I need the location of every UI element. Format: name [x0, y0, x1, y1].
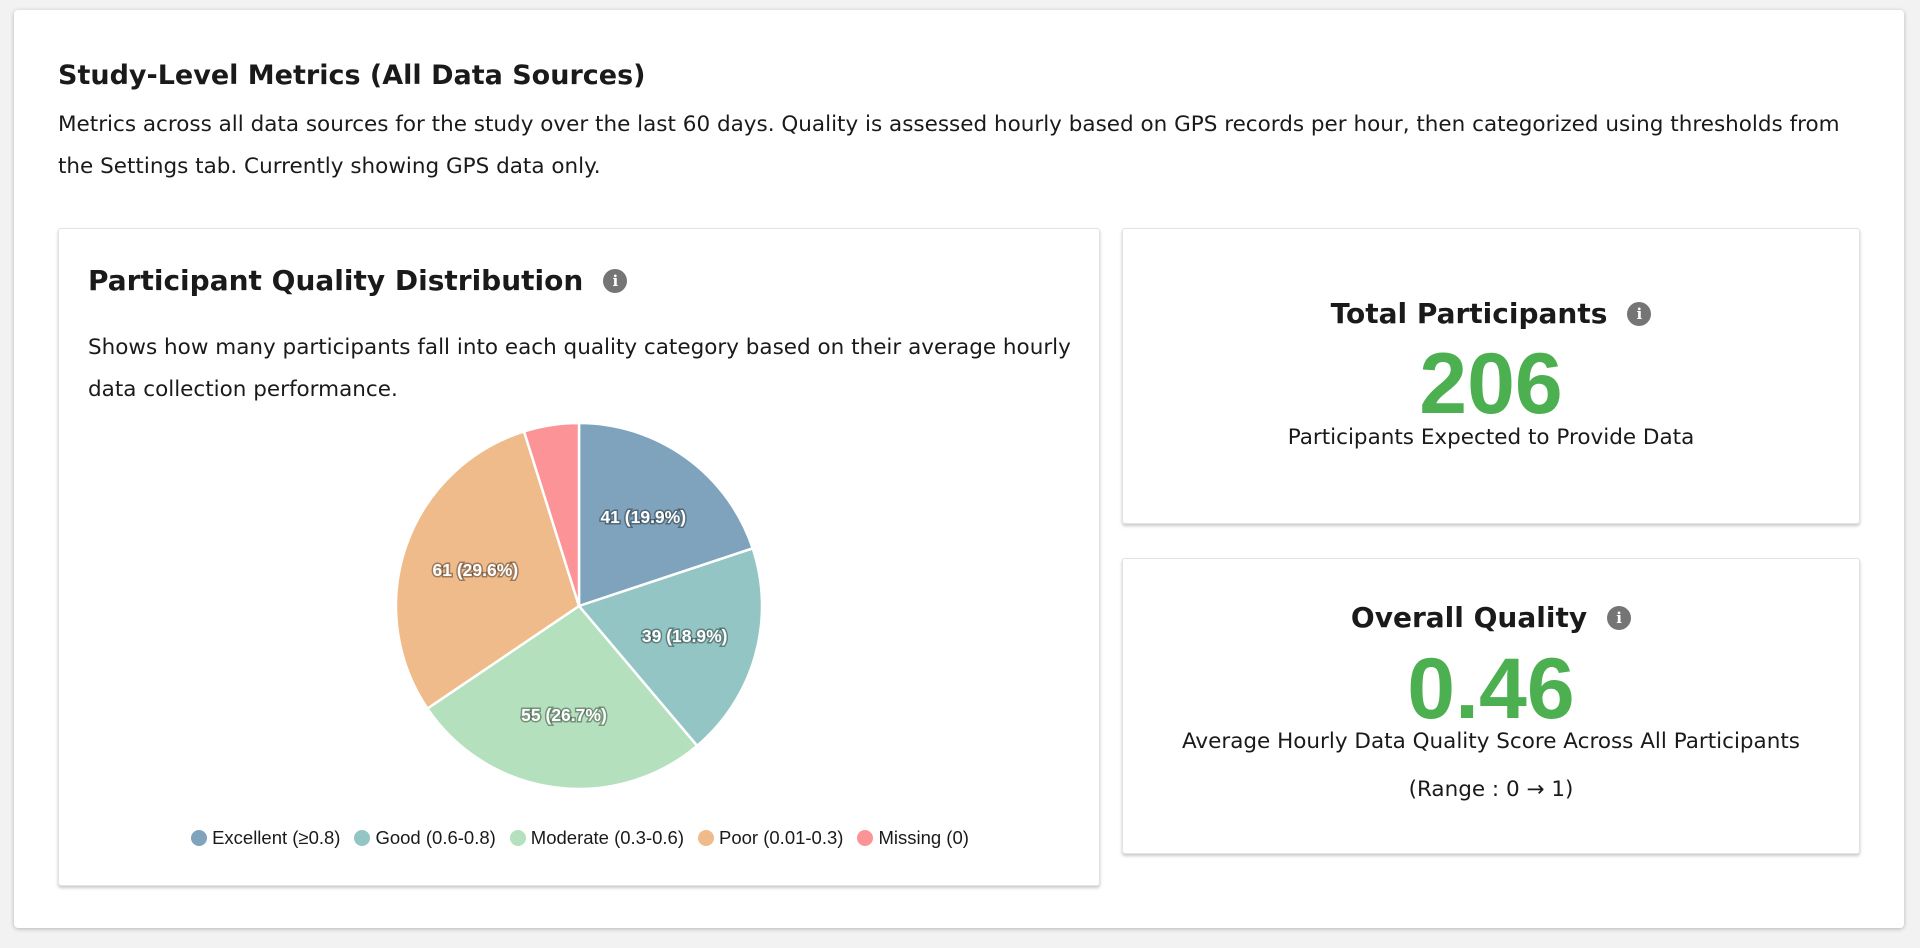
legend-swatch — [857, 830, 874, 846]
legend-swatch — [191, 830, 208, 846]
overall-quality-value: 0.46 — [1407, 641, 1575, 737]
pie-slice-label: 55 (26.7%) — [521, 705, 607, 725]
total-participants-label: Total Participants — [1330, 297, 1608, 330]
pie-slice-poor[interactable] — [394, 429, 581, 711]
legend-label: Good (0.6-0.8) — [375, 827, 496, 848]
legend-item[interactable]: Excellent (≥0.8) — [191, 827, 340, 849]
overall-quality-title: Overall Quality i — [1123, 601, 1859, 634]
overall-quality-subtitle: Average Hourly Data Quality Score Across… — [1181, 729, 1800, 754]
pie-slice-label: 39 (18.9%) — [642, 626, 728, 646]
section-title: Study-Level Metrics (All Data Sources) — [58, 60, 646, 91]
legend-item[interactable]: Poor (0.01-0.3) — [698, 827, 843, 849]
info-icon[interactable]: i — [1607, 605, 1632, 630]
study-metrics-panel: Study-Level Metrics (All Data Sources) M… — [14, 10, 1904, 928]
distribution-description: Shows how many participants fall into ea… — [88, 335, 1071, 402]
legend-label: Moderate (0.3-0.6) — [530, 827, 685, 848]
legend-item[interactable]: Good (0.6-0.8) — [354, 827, 496, 849]
quality-pie-chart: 41 (19.9%) 39 (18.9%) 55 (26.7%) 61 (29.6%) — [394, 421, 764, 791]
total-participants-subtitle: Participants Expected to Provide Data — [1287, 425, 1695, 450]
pie-slice-moderate[interactable] — [425, 604, 699, 791]
pie-slice-excellent[interactable] — [577, 421, 755, 608]
total-participants-title: Total Participants i — [1123, 297, 1859, 330]
overall-quality-label: Overall Quality — [1350, 601, 1588, 634]
legend-label: Excellent (≥0.8) — [212, 827, 341, 848]
info-icon[interactable]: i — [1627, 301, 1652, 326]
legend-swatch — [698, 830, 715, 846]
total-participants-card: Total Participants i 206 Participants Ex… — [1122, 228, 1860, 524]
quality-distribution-card: Participant Quality Distribution i Shows… — [58, 228, 1100, 886]
distribution-title: Participant Quality Distribution i — [88, 263, 628, 299]
pie-slice-good[interactable] — [576, 546, 764, 748]
total-participants-value: 206 — [1419, 336, 1563, 432]
overall-quality-range: (Range : 0 → 1) — [1408, 777, 1574, 802]
pie-slice-label: 61 (29.6%) — [433, 560, 519, 580]
overall-quality-card: Overall Quality i 0.46 Average Hourly Da… — [1122, 558, 1860, 854]
legend-item[interactable]: Missing (0) — [857, 827, 969, 849]
pie-slice-label: 41 (19.9%) — [600, 507, 686, 527]
legend-swatch — [509, 830, 526, 846]
legend-label: Missing (0) — [878, 827, 969, 848]
section-description: Metrics across all data sources for the … — [58, 112, 1840, 179]
legend-swatch — [354, 830, 371, 846]
chart-legend: Excellent (≥0.8) Good (0.6-0.8) Moderate (… — [59, 827, 1101, 849]
distribution-title-text: Participant Quality Distribution — [88, 264, 584, 297]
pie-slice-missing[interactable] — [522, 421, 581, 607]
info-icon[interactable]: i — [603, 269, 628, 294]
legend-item[interactable]: Moderate (0.3-0.6) — [509, 827, 685, 849]
legend-label: Poor (0.01-0.3) — [719, 827, 844, 848]
